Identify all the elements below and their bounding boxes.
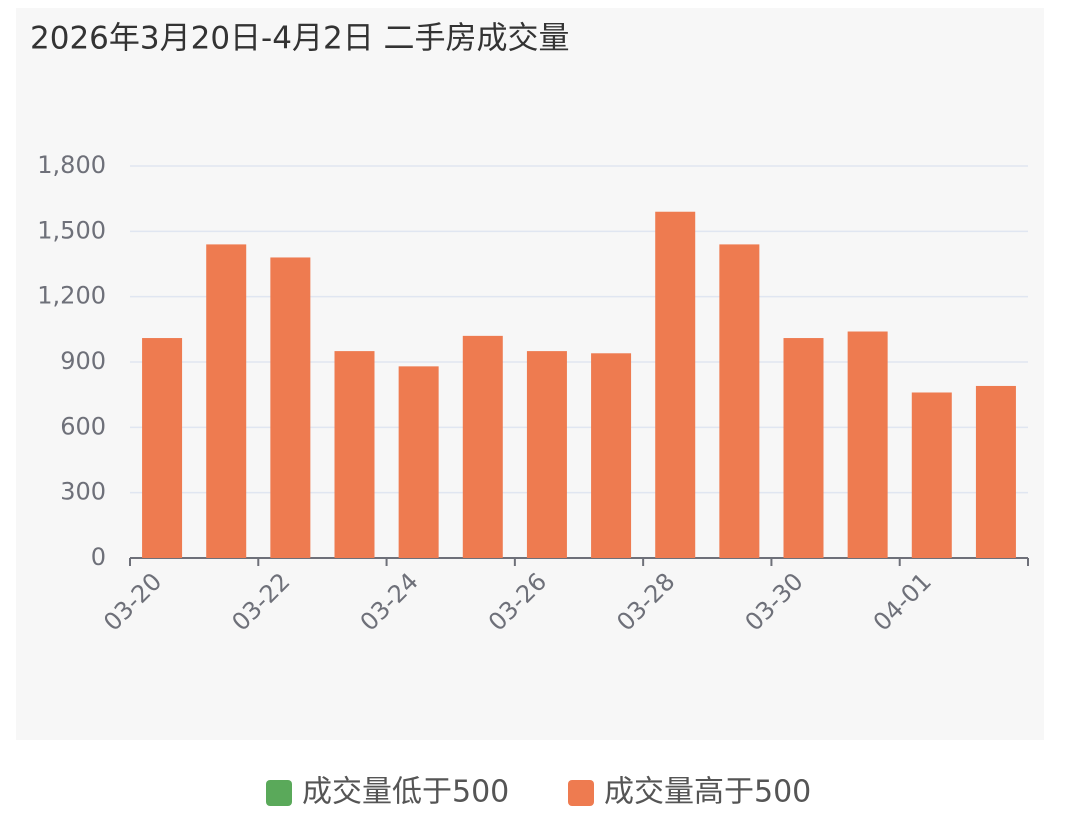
legend-label: 成交量高于500	[604, 775, 811, 810]
bar	[783, 338, 824, 558]
y-tick-label: 900	[60, 347, 106, 375]
bar	[462, 335, 503, 558]
bar	[975, 385, 1016, 558]
bar	[270, 257, 311, 558]
bar	[719, 244, 760, 558]
bar	[398, 366, 439, 558]
bar	[526, 351, 567, 558]
y-tick-label: 600	[60, 412, 106, 440]
legend-swatch	[568, 780, 594, 806]
bar	[655, 211, 696, 558]
bar	[591, 353, 632, 558]
chart-title: 2026年3月20日-4月2日 二手房成交量	[30, 21, 570, 57]
bar	[142, 338, 183, 558]
bar	[911, 392, 952, 558]
y-tick-label: 1,500	[37, 216, 106, 244]
legend-label: 成交量低于500	[302, 775, 509, 810]
bar	[334, 351, 375, 558]
y-tick-label: 1,800	[37, 151, 106, 179]
y-tick-label: 0	[91, 543, 106, 571]
bar	[847, 331, 888, 558]
bar	[206, 244, 247, 558]
y-tick-label: 1,200	[37, 282, 106, 310]
y-tick-label: 300	[60, 478, 106, 506]
legend-swatch	[266, 780, 292, 806]
